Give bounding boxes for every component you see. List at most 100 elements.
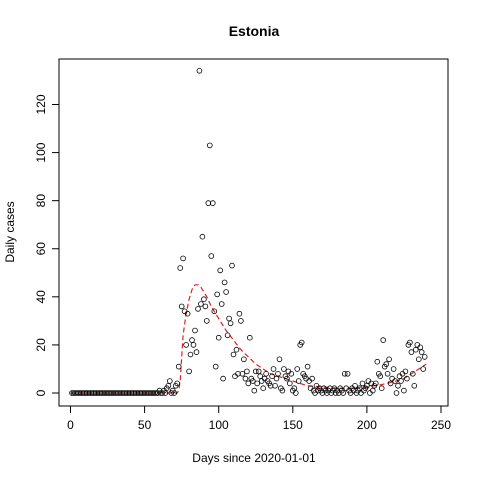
- data-point: [341, 370, 348, 377]
- data-point: [298, 339, 305, 346]
- data-point: [76, 390, 83, 396]
- x-tick-label: 250: [431, 418, 451, 432]
- data-point: [214, 291, 221, 298]
- data-point: [198, 301, 204, 307]
- data-point: [69, 390, 75, 396]
- data-point: [175, 363, 182, 370]
- y-tick-label: 20: [34, 338, 48, 352]
- data-point: [229, 262, 235, 269]
- data-point: [267, 382, 274, 389]
- data-point: [85, 390, 92, 396]
- data-point: [221, 279, 228, 286]
- data-point: [292, 390, 299, 396]
- data-point: [369, 387, 376, 394]
- data-point: [244, 368, 250, 375]
- data-point: [377, 373, 384, 380]
- data-point: [254, 380, 261, 387]
- data-point: [78, 390, 84, 396]
- data-point: [404, 375, 410, 382]
- points-layer: [69, 68, 428, 396]
- data-point: [272, 382, 278, 389]
- data-point: [309, 375, 315, 382]
- fit-line: [70, 284, 427, 394]
- data-point: [186, 368, 192, 375]
- x-tick-label: 200: [357, 418, 377, 432]
- data-point: [215, 334, 222, 341]
- data-point: [408, 349, 415, 355]
- data-point: [134, 390, 141, 396]
- data-point: [257, 373, 264, 380]
- data-point: [212, 363, 219, 370]
- data-point: [190, 342, 197, 348]
- data-point: [125, 390, 132, 396]
- data-point: [118, 390, 124, 396]
- data-point: [372, 380, 379, 387]
- data-point: [187, 351, 194, 358]
- data-point: [295, 378, 302, 384]
- x-axis-label: Days since 2020-01-01: [192, 451, 316, 465]
- data-point: [195, 306, 201, 312]
- x-tick-label: 50: [138, 418, 152, 432]
- data-point: [273, 375, 280, 382]
- y-tick-label: 120: [34, 94, 48, 114]
- data-point: [386, 356, 392, 363]
- data-point: [180, 255, 186, 262]
- data-point: [141, 390, 148, 396]
- data-point: [364, 382, 370, 389]
- data-point: [378, 385, 385, 392]
- data-point: [162, 390, 169, 396]
- data-point: [418, 349, 425, 355]
- data-point: [135, 390, 142, 396]
- data-point: [109, 390, 115, 396]
- data-point: [304, 363, 311, 370]
- data-point: [279, 387, 286, 394]
- data-point: [167, 378, 173, 384]
- data-point: [235, 370, 241, 377]
- data-point: [204, 318, 210, 324]
- data-point: [189, 337, 195, 343]
- data-point: [202, 303, 209, 310]
- data-point: [284, 375, 290, 382]
- data-point: [260, 385, 267, 392]
- data-point: [193, 349, 200, 355]
- data-point: [171, 390, 178, 396]
- data-point: [218, 301, 225, 307]
- data-point: [390, 366, 397, 372]
- y-tick-label: 60: [34, 242, 48, 256]
- y-tick-label: 40: [34, 290, 48, 304]
- data-point: [174, 380, 181, 387]
- data-point: [374, 358, 381, 365]
- y-tick-label: 80: [34, 194, 48, 208]
- data-point: [101, 390, 108, 396]
- data-point: [245, 380, 252, 387]
- x-axis: 0 50 100 150 200 250: [67, 405, 451, 432]
- data-point: [412, 346, 419, 353]
- data-point: [241, 356, 247, 363]
- data-point: [207, 142, 213, 149]
- data-point: [409, 370, 416, 377]
- data-point: [196, 68, 203, 74]
- data-point: [192, 327, 198, 334]
- data-point: [84, 390, 90, 396]
- data-point: [184, 310, 191, 317]
- data-point: [402, 368, 409, 375]
- data-point: [288, 370, 295, 377]
- data-point: [340, 390, 347, 396]
- data-point: [220, 375, 226, 382]
- data-point: [253, 368, 259, 375]
- data-point: [227, 320, 234, 327]
- data-point: [239, 370, 246, 377]
- data-point: [230, 351, 237, 358]
- data-point: [420, 366, 427, 372]
- data-point: [401, 387, 407, 394]
- data-point: [281, 366, 287, 372]
- x-tick-label: 100: [209, 418, 229, 432]
- data-point: [224, 332, 231, 339]
- data-point: [383, 361, 390, 367]
- data-point: [294, 366, 301, 372]
- data-point: [269, 373, 275, 380]
- data-point: [183, 342, 189, 348]
- data-point: [263, 370, 269, 377]
- data-point: [344, 370, 351, 377]
